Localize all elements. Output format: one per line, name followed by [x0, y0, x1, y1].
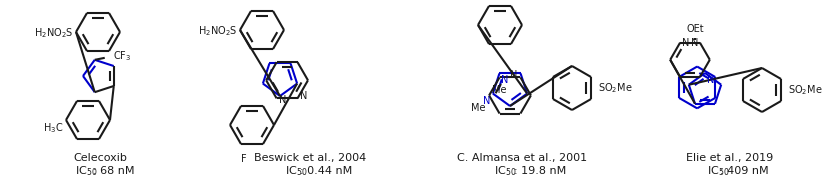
Text: Beswick et al., 2004: Beswick et al., 2004: [254, 153, 366, 163]
Text: OEt: OEt: [686, 24, 704, 34]
Text: Elie et al., 2019: Elie et al., 2019: [686, 153, 773, 163]
Text: : 19.8 nM: : 19.8 nM: [514, 166, 566, 176]
Text: IC$_{50}$: IC$_{50}$: [74, 164, 98, 178]
Text: H$_3$C: H$_3$C: [43, 121, 63, 135]
Text: N: N: [510, 70, 518, 80]
Text: : 409 nM: : 409 nM: [719, 166, 768, 176]
Text: N: N: [501, 75, 509, 85]
Text: N: N: [482, 96, 490, 106]
Text: H$_2$NO$_2$S: H$_2$NO$_2$S: [198, 24, 237, 38]
Text: C. Almansa et al., 2001: C. Almansa et al., 2001: [457, 153, 587, 163]
Text: SO$_2$Me: SO$_2$Me: [788, 83, 823, 97]
Text: IC$_{50}$: IC$_{50}$: [494, 164, 516, 178]
Text: IC$_{50}$: IC$_{50}$: [707, 164, 729, 178]
Text: N: N: [691, 38, 698, 48]
Text: : 0.44 nM: : 0.44 nM: [300, 166, 352, 176]
Text: IC$_{50}$: IC$_{50}$: [284, 164, 308, 178]
Text: CF$_3$: CF$_3$: [112, 49, 131, 63]
Text: N: N: [682, 38, 690, 48]
Text: N: N: [707, 75, 715, 85]
Text: N: N: [279, 95, 286, 105]
Text: : 68 nM: : 68 nM: [93, 166, 135, 176]
Text: N: N: [299, 91, 307, 101]
Text: H$_2$NO$_2$S: H$_2$NO$_2$S: [34, 26, 73, 40]
Text: Celecoxib: Celecoxib: [73, 153, 127, 163]
Text: SO$_2$Me: SO$_2$Me: [598, 81, 633, 95]
Text: F: F: [241, 154, 246, 164]
Text: Me: Me: [492, 85, 507, 95]
Text: Me: Me: [471, 103, 485, 113]
